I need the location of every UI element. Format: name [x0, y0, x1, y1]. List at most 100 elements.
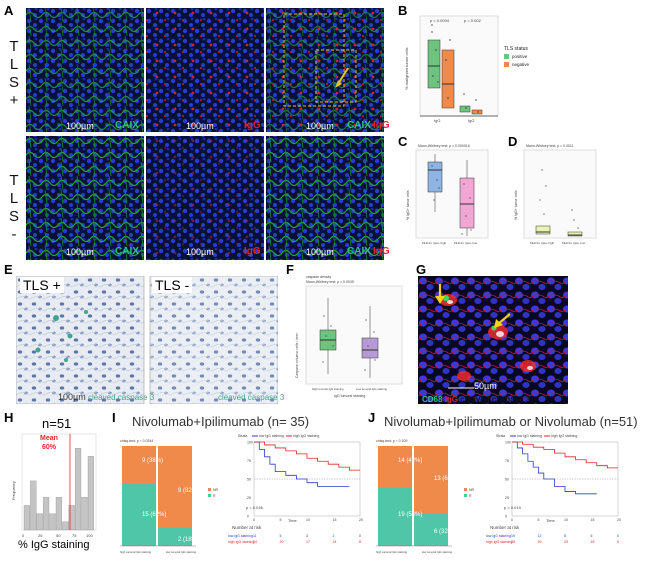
panel-h-histogram: Frequency Mean 60% 0 25 50 75 100 [11, 433, 97, 538]
panel-h-xlabel: % IgG staining [18, 539, 90, 551]
risk-cell: 12 [538, 534, 542, 538]
bar-nr-1 [158, 446, 192, 528]
panel-b-legend-positive: positive [512, 54, 528, 59]
panel-e-ihc-images [16, 276, 278, 404]
bar-x-label: low tumoral IgG staining [422, 550, 452, 554]
tls-negative-merge-image [266, 136, 384, 260]
risk-cell: 23 [564, 540, 568, 544]
panel-b-label: B [398, 3, 408, 18]
marker-caspase-label: cleaved caspase 3 [460, 395, 531, 404]
channel-igg-label: IgG [244, 120, 261, 131]
bar-cell-label: 9 (82%) [178, 488, 199, 494]
bar-nr-0 [122, 446, 156, 484]
panel-h-xtick-0: 0 [22, 533, 25, 538]
channel-merge-caix-label: CAIX [347, 246, 371, 257]
tls-negative-tile-label: TLS - [152, 277, 193, 293]
tls-positive-caix-image [26, 8, 144, 132]
histogram-bar [75, 448, 82, 531]
panel-d-x2: MHCII+ IgG+ low [562, 241, 586, 245]
panel-h-xtick-50: 50 [56, 533, 61, 538]
bar-x-label: low tumoral IgG staining [166, 550, 196, 554]
panel-b-x1: IgG [434, 118, 440, 123]
panel-b-boxplot: p = 0.0004 p = 0.002 % malignant tumor c… [404, 15, 530, 123]
legend-r: R [469, 494, 472, 498]
bar-r-0 [378, 488, 412, 546]
panel-f-x2: Low tumoral IgG staining [356, 387, 387, 391]
risk-cell: 0 [617, 534, 619, 538]
channel-merge-igg-label: IgG [373, 246, 390, 257]
panel-h-ylabel: Frequency [11, 481, 16, 500]
km-xtick: 5 [280, 518, 282, 522]
panel-e-label: E [4, 262, 13, 277]
histogram-bar [36, 513, 43, 531]
panel-b-x2: IgG [468, 118, 474, 123]
risk-cell: 8 [359, 540, 361, 544]
panel-a-label: A [4, 3, 14, 18]
km-xtick: 0 [511, 518, 513, 522]
bar-cell-label: 15 (62%) [142, 512, 166, 518]
km-ytick: 100 [505, 441, 511, 445]
tls-negative-caix-image [26, 136, 144, 260]
histogram-bars [23, 448, 94, 531]
scale-bar: 100µm [66, 121, 94, 131]
panel-c-label: C [398, 134, 408, 149]
panel-f-ylabel: Caspase in tumor cells / mm² [295, 332, 299, 378]
channel-merge-caix-label: CAIX [347, 120, 371, 131]
risk-cell: 6 [591, 534, 593, 538]
km-ytick: 100 [247, 441, 253, 445]
panel-b-stat2: p = 0.002 [464, 18, 482, 23]
panel-b-legend-title: TLS status [504, 46, 528, 52]
risk-cell: 18 [591, 540, 595, 544]
panel-j-test: chisq.test: p = 0.109 [376, 439, 407, 443]
panel-i-test: chisq.test: p = 0.0344 [120, 439, 153, 443]
risk-row-label: low IgG staining [228, 534, 253, 538]
risk-cell: 14 [333, 540, 337, 544]
panel-h-xtick-25: 25 [38, 533, 43, 538]
panel-d-ylabel: % IgG+ tumor cells [514, 190, 518, 220]
risk-row-label: high IgG staining [486, 540, 512, 544]
bar-r-1 [414, 514, 448, 546]
panel-f-x1: High tumoral IgG staining [312, 387, 344, 391]
scale-bar: 50µm [474, 381, 497, 391]
panel-h-mean-label: Mean [40, 435, 58, 442]
risk-row-label: high IgG staining [228, 540, 254, 544]
panel-b-legend-negative: negative [512, 62, 530, 67]
panel-c-x2: MHCII+ IgG+ low [454, 241, 478, 245]
km-xlabel: Time [546, 518, 556, 523]
panel-c-x1: MHCII+ IgG+ high [422, 241, 447, 245]
risk-cell: 3 [306, 534, 308, 538]
stain-label: cleaved caspase 3 [218, 393, 285, 402]
scale-bar: 100µm [306, 247, 334, 257]
histogram-bar [62, 521, 69, 531]
panel-j-stacked-bar: chisq.test: p = 0.109 14 (42%) 19 (58%) … [376, 439, 475, 554]
risk-cell: 19 [511, 534, 515, 538]
risk-cell: 9 [617, 540, 619, 544]
tls-positive-label: T L S + [8, 38, 19, 109]
bar-r-1 [158, 528, 192, 546]
panel-g-immunofluorescence [418, 276, 568, 404]
tls-positive-tile-label: TLS + [20, 277, 64, 293]
km-curves: 0 25 50 75 100 0 5 10 15 20 [505, 441, 621, 523]
panel-i-km-plot: Strata low IgG staining high IgG stainin… [228, 434, 363, 544]
bar-x-label: high tumoral IgG staining [120, 550, 152, 554]
histogram-bar [30, 480, 37, 531]
km-xtick: 10 [564, 518, 568, 522]
risk-row-label: low IgG staining [486, 534, 511, 538]
panel-b-stat1: p = 0.0004 [430, 18, 450, 23]
bar-cell-label: 14 (42%) [398, 458, 422, 464]
km-xtick: 20 [359, 518, 363, 522]
panel-i-label: I [112, 410, 116, 425]
bar-cell-label: 9 (38%) [142, 458, 163, 464]
km-pvalue: p = 0.036 [246, 505, 264, 510]
panel-f-xlabel: IgG tumoral staining [334, 394, 365, 398]
km-legend-low: low IgG staining [259, 434, 284, 438]
tls-negative-igg-image [146, 136, 264, 260]
risk-cell: 24 [253, 540, 257, 544]
legend-nr: NR [469, 488, 475, 492]
panel-c-boxplot: Mann-Whitney test: p = 0.000016 % IgG+ t… [406, 144, 489, 245]
km-curve-high [254, 441, 360, 471]
histogram-bar [43, 497, 50, 531]
km-legend-title: Strata [238, 434, 247, 438]
histogram-bar [81, 497, 88, 531]
bar-x-label: high tumoral IgG staining [376, 550, 408, 554]
